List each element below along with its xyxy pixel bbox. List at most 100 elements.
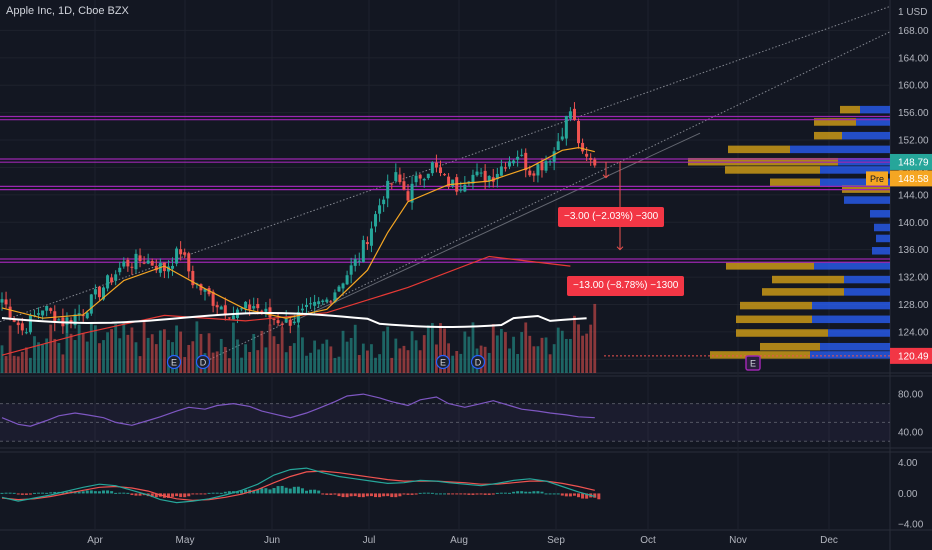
volume-bar	[65, 324, 69, 373]
volume-bar	[422, 335, 426, 373]
candle-body	[386, 180, 390, 199]
macd-histogram-bar	[77, 491, 81, 494]
candle-body	[329, 301, 333, 303]
volume-bar	[357, 355, 361, 373]
candle-body	[426, 173, 430, 179]
candle-body	[467, 181, 471, 183]
price-tick-label: 144.00	[898, 190, 929, 201]
macd-histogram-bar	[235, 491, 239, 494]
volume-profile-bar-down	[740, 301, 812, 310]
price-tick-label: 164.00	[898, 53, 929, 64]
volume-bar	[321, 343, 325, 373]
macd-histogram-bar	[406, 493, 410, 495]
price-tick-label: 128.00	[898, 300, 929, 311]
volume-bar	[240, 357, 243, 373]
macd-histogram-bar	[532, 491, 536, 494]
candle-body	[81, 315, 85, 317]
macd-histogram-bar	[564, 493, 568, 497]
macd-histogram-bar	[443, 493, 447, 495]
candle-body	[321, 300, 325, 302]
macd-histogram-bar	[49, 492, 53, 494]
volume-bar	[16, 356, 20, 373]
candle-body	[28, 315, 32, 333]
macd-histogram-bar	[333, 493, 337, 495]
candle-body	[406, 191, 410, 201]
candle-body	[89, 294, 93, 314]
candle-body	[248, 304, 252, 310]
candle-body	[463, 184, 467, 192]
annotation-long-callout[interactable]: −13.00 (−8.78%) −1300	[567, 276, 685, 296]
candle-body	[20, 323, 24, 331]
candle-body	[110, 277, 114, 283]
volume-profile-bar-up	[820, 342, 890, 351]
annotation-short-callout[interactable]: −3.00 (−2.03%) −300	[558, 207, 665, 227]
macd-histogram-bar	[495, 492, 499, 494]
volume-bar	[252, 334, 256, 373]
macd-histogram-bar	[138, 493, 142, 496]
volume-bar	[24, 347, 28, 373]
volume-bar	[305, 355, 308, 373]
macd-histogram-bar	[337, 493, 341, 497]
macd-histogram-bar	[65, 491, 69, 494]
event-marker-dividend-icon: D	[195, 354, 211, 370]
price-tick-label: 140.00	[898, 218, 929, 229]
volume-bar	[552, 344, 556, 373]
macd-histogram-bar	[268, 489, 272, 494]
candle-body	[102, 287, 105, 300]
candle-body	[451, 179, 455, 187]
volume-profile-bar-up	[844, 196, 890, 204]
volume-bar	[57, 342, 61, 373]
volume-bar	[179, 331, 183, 373]
volume-bar	[556, 327, 560, 373]
volume-bar	[301, 337, 304, 373]
volume-bar	[102, 340, 105, 373]
candle-body	[142, 262, 146, 264]
volume-bar	[382, 331, 386, 373]
candle-body	[564, 115, 568, 139]
candle-body	[487, 175, 491, 182]
candle-body	[199, 284, 203, 291]
volume-bar	[244, 344, 247, 373]
volume-profile-bar-up	[812, 315, 890, 324]
candle-body	[434, 162, 438, 168]
volume-bar	[150, 334, 154, 373]
volume-bar	[459, 353, 463, 373]
volume-bar	[495, 335, 499, 373]
macd-histogram-bar	[365, 493, 369, 497]
moving-average-fast-line	[1, 146, 595, 319]
volume-bar	[29, 357, 32, 373]
candle-body	[459, 189, 463, 191]
candle-body	[134, 253, 138, 270]
volume-bar	[463, 331, 467, 373]
candle-body	[556, 141, 560, 151]
macd-histogram-bar	[479, 493, 483, 495]
macd-histogram-bar	[20, 493, 24, 495]
macd-histogram-bar	[284, 487, 288, 494]
volume-bar	[158, 330, 162, 373]
candle-body	[162, 262, 166, 272]
volume-bar	[130, 327, 134, 373]
volume-bar	[280, 327, 284, 373]
macd-histogram-bar	[288, 488, 292, 494]
volume-bar	[146, 337, 150, 373]
candle-body	[4, 299, 8, 305]
volume-bar	[276, 343, 280, 373]
macd-histogram-bar	[130, 493, 134, 496]
macd-histogram-bar	[309, 489, 313, 494]
candle-body	[532, 173, 536, 176]
price-tick-label: 124.00	[898, 327, 929, 338]
macd-histogram-bar	[211, 492, 215, 494]
low-price-badge-text: 120.49	[898, 351, 929, 362]
macd-histogram-bar	[430, 492, 434, 494]
volume-bar	[378, 354, 381, 373]
macd-histogram-bar	[81, 491, 85, 494]
macd-histogram-bar	[459, 493, 463, 495]
candle-body	[171, 265, 175, 269]
volume-bar	[0, 345, 4, 373]
macd-histogram-bar	[410, 493, 414, 495]
macd-histogram-bar	[369, 493, 373, 497]
candle-body	[333, 292, 337, 303]
volume-bar	[593, 303, 597, 373]
candle-body	[349, 265, 353, 275]
